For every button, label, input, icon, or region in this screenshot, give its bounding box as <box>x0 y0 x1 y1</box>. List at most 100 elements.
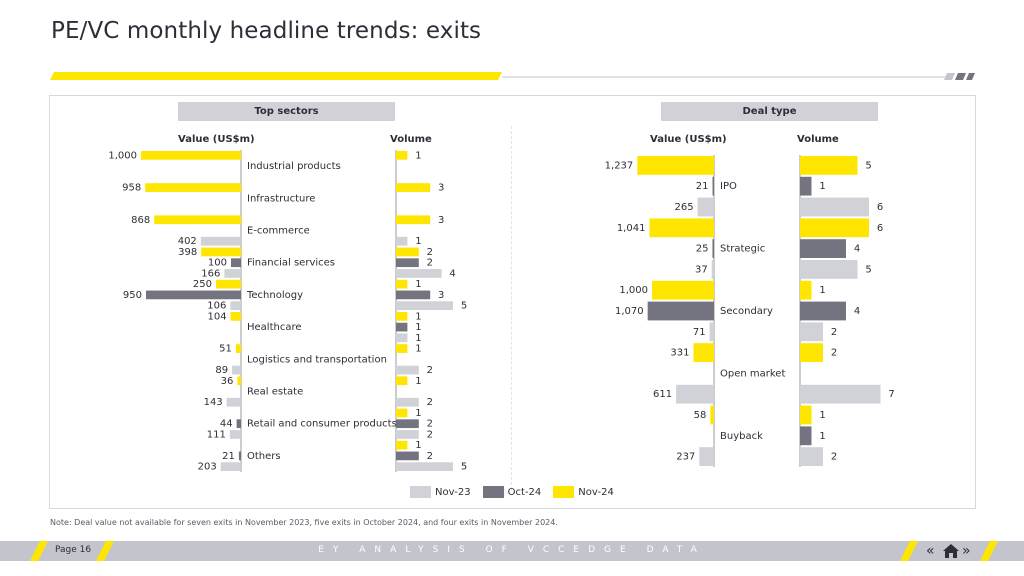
deal-type-volume-bar-nov-24 <box>800 343 823 362</box>
top-sectors-value-label-oct-24: 100 <box>208 258 227 269</box>
deal-type-value-label-nov-24: 331 <box>670 348 689 359</box>
top-sectors-value-bar-nov-24 <box>145 183 241 192</box>
sectors-value-header: Value (US$m) <box>178 134 255 145</box>
deal-type-value-bar-nov-24 <box>649 218 714 238</box>
deal-type-volume-bar-oct-24 <box>800 239 846 258</box>
legend-item-oct24: Oct-24 <box>482 486 542 498</box>
previous-page-icon[interactable]: « <box>926 543 935 559</box>
top-sectors-value-label-oct-24: 44 <box>220 419 233 430</box>
top-sectors-volume-bar-oct-24 <box>396 322 408 332</box>
top-sectors-value-label-nov-24: 1,000 <box>108 150 137 161</box>
legend-swatch-oct24 <box>482 486 504 498</box>
top-sectors-value-label-oct-24: 21 <box>222 451 235 462</box>
deal-type-category-label: Strategic <box>720 244 765 255</box>
top-sectors-volume-label-nov-24: 1 <box>415 279 421 290</box>
top-sectors-volume-bar-nov-23 <box>396 269 442 278</box>
deal-type-value-bar-nov-24 <box>652 280 714 300</box>
top-sectors-volume-label-nov-24: 1 <box>415 376 421 387</box>
deal-type-volume-bar-nov-24 <box>800 156 858 175</box>
legend-item-nov24: Nov-24 <box>553 486 614 498</box>
top-sectors-value-label-nov-23: 402 <box>178 236 197 247</box>
top-sectors-volume-label-nov-23: 5 <box>461 462 467 473</box>
top-sectors-volume-bar-nov-24 <box>396 279 408 289</box>
top-sectors-value-bar-nov-23 <box>232 365 241 375</box>
top-sectors-volume-label-nov-24: 1 <box>415 440 421 451</box>
top-sectors-category-label: E-commerce <box>247 226 310 237</box>
top-sectors-value-label-nov-23: 203 <box>198 462 217 473</box>
top-sectors-volume-bar-oct-24 <box>396 451 419 461</box>
deal-type-value-bar-nov-24 <box>710 405 714 425</box>
top-sectors-volume-bar-nov-23 <box>396 365 419 375</box>
top-sectors-value-bar-nov-24 <box>141 151 241 160</box>
top-sectors-value-bar-oct-24 <box>238 451 241 461</box>
top-sectors-volume-label-oct-24: 2 <box>427 258 433 269</box>
top-sectors-value-bar-nov-24 <box>201 247 241 257</box>
top-sectors-value-bar-nov-24 <box>235 344 241 353</box>
top-sectors-volume-label-oct-24: 2 <box>427 419 433 430</box>
footer-caption: EY ANALYSIS OF VCCEDGE DATA <box>318 545 706 555</box>
deal-type-volume-label-nov-23: 5 <box>865 264 871 275</box>
top-sectors-value-label-nov-24: 104 <box>208 311 227 322</box>
top-sectors-value-bar-nov-24 <box>154 215 241 225</box>
deal-type-value-label-nov-23: 37 <box>695 264 708 275</box>
top-sectors-volume-label-nov-24: 3 <box>438 215 444 226</box>
top-sectors-value-label-nov-24: 398 <box>178 247 197 258</box>
top-sectors-volume-bar-nov-24 <box>396 440 408 450</box>
top-sectors-value-bar-nov-24 <box>230 312 241 321</box>
top-sectors-volume-label-nov-23: 2 <box>427 365 433 376</box>
top-sectors-value-bar-nov-23 <box>230 301 241 310</box>
top-sectors-volume-label-nov-23: 2 <box>427 429 433 440</box>
deal-type-volume-bar-nov-23 <box>800 197 869 217</box>
sectors-volume-header: Volume <box>390 134 432 145</box>
top-sectors-value-bar-nov-24 <box>216 279 241 289</box>
deal-type-volume-bar-oct-24 <box>800 176 812 196</box>
top-sectors-volume-bar-nov-24 <box>396 344 408 353</box>
top-sectors-value-bar-oct-24 <box>231 258 241 268</box>
top-sectors-category-label: Financial services <box>247 258 335 269</box>
top-sectors-category-label: Logistics and transportation <box>247 354 387 365</box>
next-page-icon[interactable]: » <box>962 543 971 559</box>
deal-type-value-label-nov-23: 71 <box>693 327 706 338</box>
footer-slash-end-icon <box>980 541 998 561</box>
deal-type-value-bar-oct-24 <box>647 301 714 321</box>
top-sectors-value-label-nov-24: 958 <box>122 183 141 194</box>
deal-type-value-label-oct-24: 21 <box>696 181 709 192</box>
chart-legend: Nov-23 Oct-24 Nov-24 <box>410 486 614 498</box>
top-sectors-value-bar-nov-23 <box>229 430 241 439</box>
footer-slash-mid-icon <box>96 541 114 561</box>
deal-type-volume-label-oct-24: 1 <box>819 431 825 442</box>
top-sectors-value-bar-nov-23 <box>224 269 241 278</box>
deal-type-volume-label-nov-24: 1 <box>819 410 825 421</box>
top-sectors-volume-label-nov-23: 4 <box>449 268 455 279</box>
top-sectors-category-label: Infrastructure <box>247 193 315 204</box>
top-sectors-value-label-nov-23: 89 <box>215 365 228 376</box>
deal-type-category-label: Secondary <box>720 306 773 317</box>
deal-type-value-label-nov-24: 1,237 <box>605 160 634 171</box>
legend-item-nov23: Nov-23 <box>410 486 471 498</box>
top-sectors-volume-bar-nov-24 <box>396 247 419 257</box>
deal-type-value-label-nov-24: 1,000 <box>619 285 648 296</box>
deal-type-value-label-nov-23: 611 <box>653 389 672 400</box>
top-sectors-volume-bar-nov-24 <box>396 151 408 160</box>
deal-type-value-bar-nov-23 <box>676 384 714 404</box>
top-sectors-volume-label-nov-23: 1 <box>415 236 421 247</box>
top-sectors-volume-label-nov-24: 1 <box>415 150 421 161</box>
deal-type-value-bar-nov-23 <box>697 197 714 217</box>
home-icon[interactable] <box>943 544 959 558</box>
deal-type-value-bar-nov-24 <box>637 156 714 175</box>
top-sectors-volume-label-nov-24: 3 <box>438 183 444 194</box>
dealtype-value-header: Value (US$m) <box>650 134 727 145</box>
legend-label-nov24: Nov-24 <box>578 486 614 498</box>
legend-label-oct24: Oct-24 <box>507 486 542 498</box>
deal-type-value-bar-oct-24 <box>712 239 714 258</box>
top-sectors-value-label-nov-24: 36 <box>221 376 234 387</box>
legend-swatch-nov24 <box>553 486 575 498</box>
deal-type-volume-label-nov-23: 6 <box>877 202 883 213</box>
deal-type-value-bar-nov-23 <box>699 447 714 466</box>
title-underline-decoration <box>50 72 975 80</box>
deal-type-volume-bar-nov-23 <box>800 384 881 404</box>
legend-swatch-nov23 <box>410 486 431 498</box>
deal-type-header: Deal type <box>661 102 878 121</box>
deal-type-value-label-oct-24: 1,070 <box>615 306 644 317</box>
deal-type-volume-label-oct-24: 4 <box>854 244 860 255</box>
